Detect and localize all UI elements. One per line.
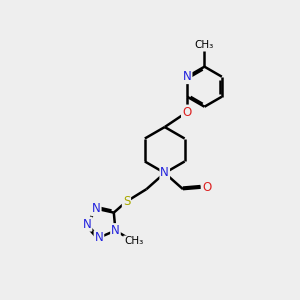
Text: CH₃: CH₃ [124, 236, 143, 246]
Text: O: O [182, 106, 191, 118]
Text: N: N [83, 218, 92, 231]
Text: O: O [202, 181, 212, 194]
Text: N: N [94, 231, 103, 244]
Text: N: N [111, 224, 120, 237]
Text: N: N [160, 167, 169, 179]
Text: S: S [123, 195, 130, 208]
Text: N: N [92, 202, 100, 215]
Text: N: N [183, 70, 191, 83]
Text: CH₃: CH₃ [195, 40, 214, 50]
